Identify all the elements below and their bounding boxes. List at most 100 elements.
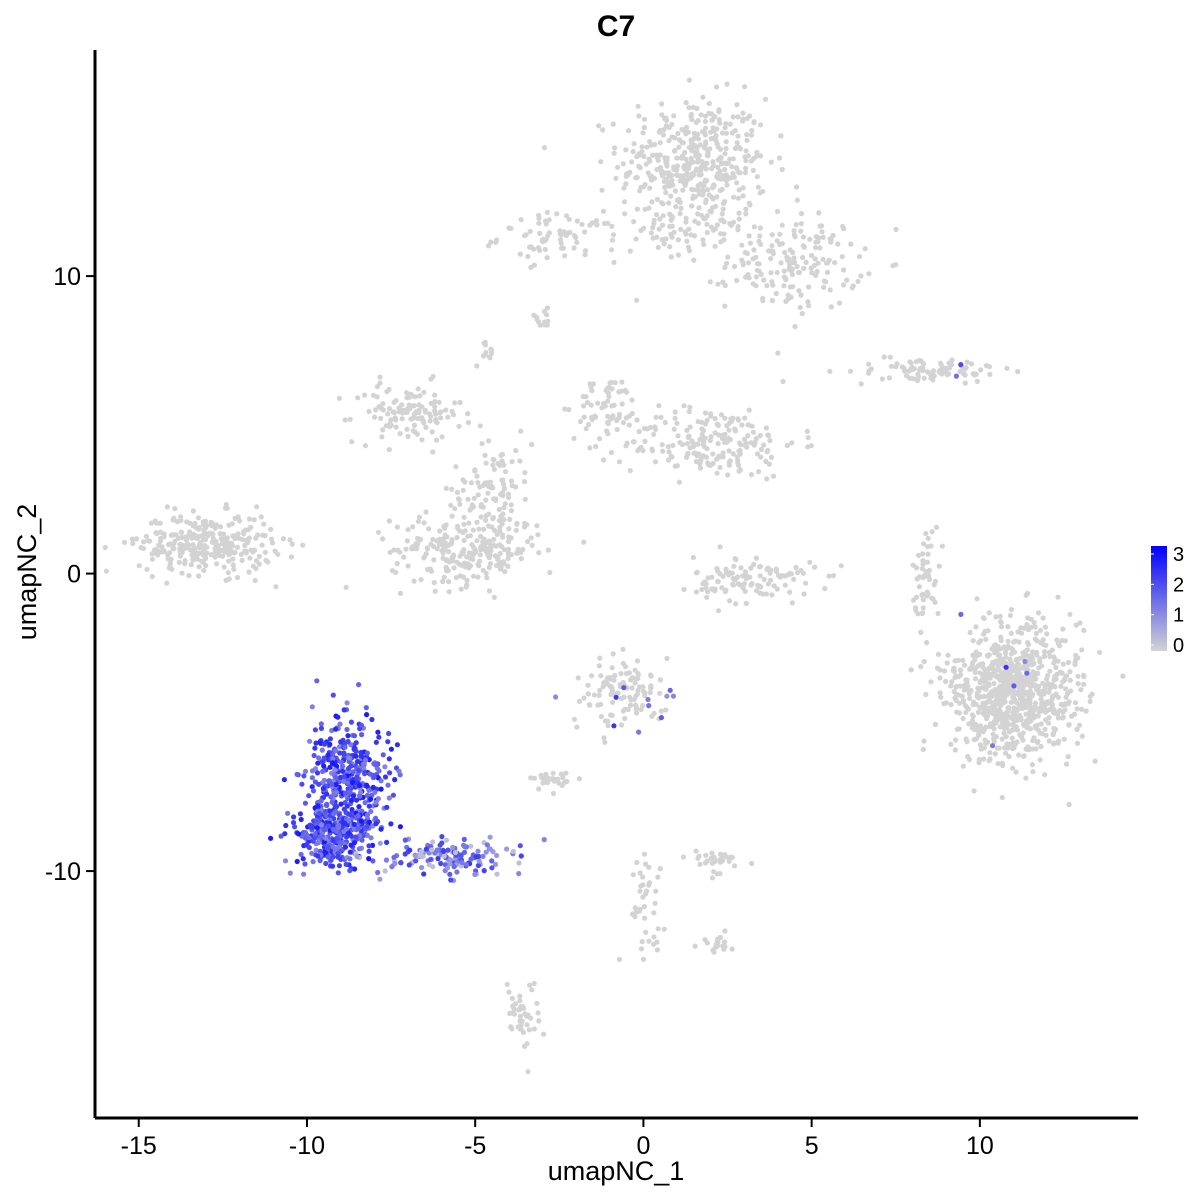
cell-point xyxy=(505,563,511,570)
cell-point xyxy=(693,153,699,159)
cell-point xyxy=(960,697,967,704)
cell-point xyxy=(1017,696,1024,702)
cell-point xyxy=(438,409,444,415)
cell-point xyxy=(159,544,165,550)
cell-point xyxy=(509,459,515,465)
cell-point xyxy=(758,241,764,247)
cell-point xyxy=(404,406,410,412)
cell-point xyxy=(514,521,520,527)
cell-point xyxy=(670,693,677,699)
cell-point xyxy=(441,853,447,859)
cell-point xyxy=(495,555,501,561)
cell-point xyxy=(721,237,727,243)
cell-point xyxy=(739,422,745,428)
cell-point xyxy=(879,376,886,382)
cell-point xyxy=(309,768,316,774)
cell-point xyxy=(1003,664,1009,670)
cell-point xyxy=(373,799,379,806)
cell-point xyxy=(450,844,456,851)
cell-point xyxy=(794,197,800,203)
cell-point xyxy=(333,809,339,815)
cell-point xyxy=(354,854,360,860)
cell-point xyxy=(631,141,637,147)
cell-point xyxy=(376,734,382,740)
cell-point xyxy=(683,156,689,162)
cell-point xyxy=(497,566,504,572)
cell-point xyxy=(501,462,507,468)
cell-point xyxy=(1003,750,1009,756)
cell-point xyxy=(689,203,695,209)
cell-point xyxy=(710,947,716,953)
cell-point xyxy=(342,417,348,423)
cell-point xyxy=(445,414,451,420)
cell-point xyxy=(716,454,723,460)
cell-point xyxy=(749,580,755,587)
cell-point xyxy=(431,580,437,586)
cell-point xyxy=(518,556,524,562)
cell-point xyxy=(366,856,372,862)
cell-point xyxy=(709,165,715,172)
cell-point xyxy=(654,947,661,953)
cell-point xyxy=(960,715,966,722)
cell-point xyxy=(984,716,990,722)
cell-point xyxy=(318,822,324,828)
cell-point xyxy=(618,671,624,677)
cell-point xyxy=(921,738,927,744)
cell-point xyxy=(609,665,615,671)
cell-point xyxy=(531,1026,537,1032)
cell-point xyxy=(769,232,775,238)
cell-point xyxy=(1005,721,1011,728)
cell-point xyxy=(486,554,492,560)
cell-point xyxy=(440,550,446,556)
cell-point xyxy=(357,782,363,789)
cell-point xyxy=(289,541,295,547)
cell-point xyxy=(1060,679,1066,685)
cell-point xyxy=(727,156,733,162)
cell-point xyxy=(790,284,796,290)
cell-point xyxy=(953,373,960,379)
cell-point xyxy=(691,450,697,456)
cell-point xyxy=(661,241,667,247)
cell-point xyxy=(666,138,672,144)
cell-point xyxy=(789,272,796,278)
cell-point xyxy=(1029,746,1035,752)
cell-point xyxy=(785,292,791,298)
cell-point xyxy=(702,118,709,125)
cell-point xyxy=(327,741,333,748)
cell-point xyxy=(714,174,720,180)
cell-point xyxy=(321,826,327,833)
cell-point xyxy=(751,442,757,448)
cell-point xyxy=(583,426,589,432)
cell-point xyxy=(143,533,149,540)
cell-point xyxy=(948,741,954,748)
cell-point xyxy=(605,220,611,226)
cell-point xyxy=(562,406,568,412)
cell-point xyxy=(724,182,730,188)
cell-point xyxy=(935,610,941,617)
cell-point xyxy=(1044,631,1050,637)
cell-point xyxy=(500,511,506,517)
cell-point xyxy=(711,135,717,141)
cell-point xyxy=(724,81,730,87)
cell-point xyxy=(1061,736,1067,742)
cell-point xyxy=(517,1013,524,1020)
cell-point xyxy=(826,573,832,579)
cell-point xyxy=(619,379,625,385)
cell-point xyxy=(557,231,563,237)
cell-point xyxy=(649,713,655,720)
cell-point xyxy=(337,750,343,756)
cell-point xyxy=(921,375,927,381)
cell-point xyxy=(493,496,499,502)
cell-point xyxy=(1015,668,1021,675)
cell-point xyxy=(712,430,718,436)
cell-point xyxy=(984,668,990,674)
cell-point xyxy=(348,797,355,804)
cell-point xyxy=(944,370,950,376)
cell-point xyxy=(333,726,339,732)
cell-point xyxy=(505,555,511,562)
cell-point xyxy=(1011,705,1017,711)
cell-point xyxy=(675,433,681,439)
cell-point xyxy=(659,112,665,118)
cell-point xyxy=(503,469,509,475)
